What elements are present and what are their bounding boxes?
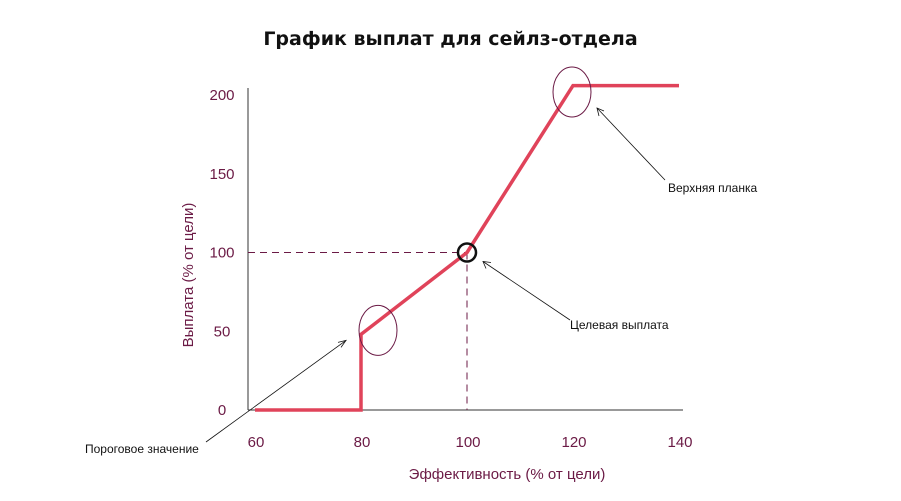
cap-arrowhead <box>596 107 605 117</box>
target-arrowhead <box>482 261 492 269</box>
x-tick-label: 100 <box>455 434 480 451</box>
x-tick-label: 120 <box>561 434 586 451</box>
axes <box>247 88 683 411</box>
threshold-pointer <box>205 340 347 443</box>
guides <box>248 252 468 410</box>
x-tick-label: 80 <box>354 434 371 451</box>
y-tick-label: 150 <box>209 166 234 183</box>
cap-label: Верхняя планка <box>668 181 757 195</box>
target-label: Целевая выплата <box>570 318 669 332</box>
x-tick-label: 60 <box>248 434 265 451</box>
ticks: 60 80 100 120 140 0 50 100 150 200 <box>209 87 692 451</box>
cap-pointer <box>596 107 666 181</box>
y-tick-label: 50 <box>214 323 231 340</box>
x-tick-label: 140 <box>667 434 692 451</box>
target-marker <box>456 242 478 263</box>
target-pointer <box>482 261 571 321</box>
x-axis-label: Эффективность (% от цели) <box>409 466 606 483</box>
chart-title: График выплат для сейлз-отдела <box>263 28 638 50</box>
annotations: Пороговое значение Целевая выплата Верхняя… <box>85 66 757 456</box>
threshold-marker <box>358 304 398 356</box>
cap-marker <box>552 66 592 118</box>
y-tick-label: 200 <box>209 87 234 104</box>
y-tick-label: 0 <box>218 402 226 419</box>
threshold-arrowhead <box>337 339 347 348</box>
y-tick-label: 100 <box>209 245 234 262</box>
threshold-label: Пороговое значение <box>85 442 199 456</box>
y-axis-label: Выплата (% от цели) <box>180 203 197 348</box>
